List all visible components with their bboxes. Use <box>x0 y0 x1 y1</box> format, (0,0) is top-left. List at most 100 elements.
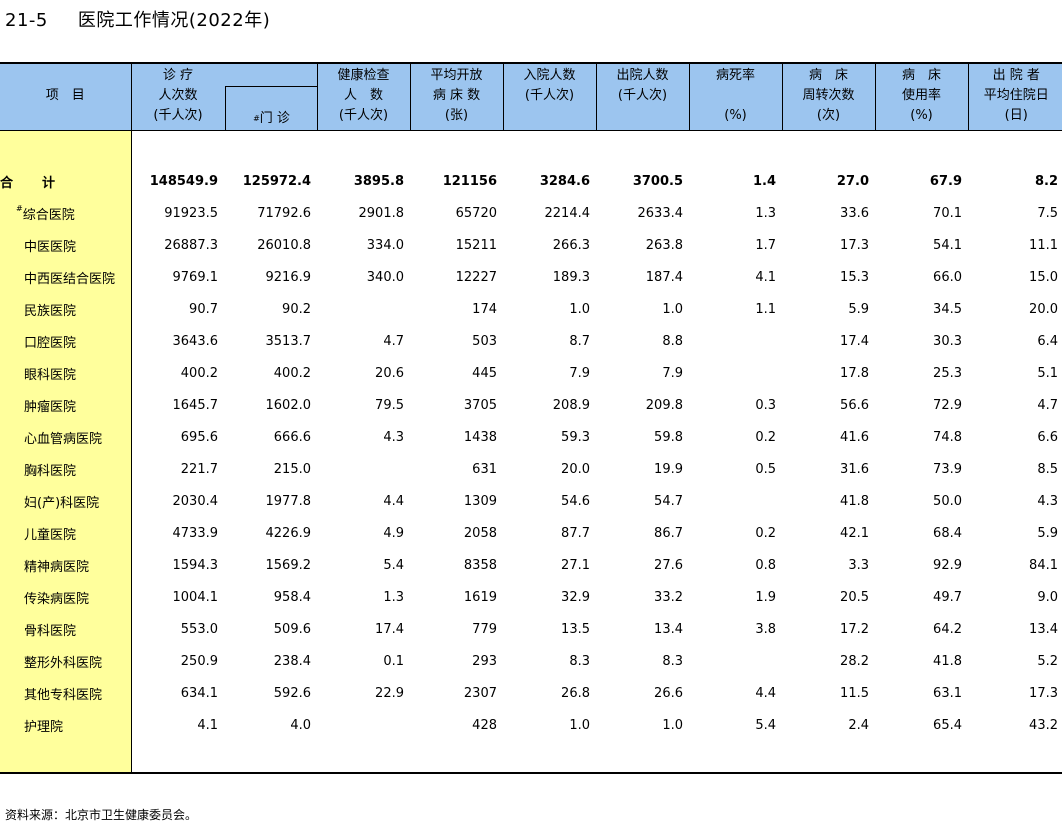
cell-mortality <box>689 325 782 357</box>
cell-usage: 70.1 <box>933 205 962 221</box>
cell-visits: 91923.5 <box>164 205 218 221</box>
cell-turnover: 28.2 <box>840 653 869 669</box>
cell-mortality: 4.4 <box>755 685 776 701</box>
header-stay-l1: 出 院 者 <box>992 68 1040 83</box>
cell-stay: 4.3 <box>1037 493 1058 509</box>
cell-discharge: 2633.4 <box>637 205 684 221</box>
row-label-text: 其他专科医院 <box>24 687 103 703</box>
cell-beds: 428 <box>472 717 497 733</box>
table-row: #综合医院 91923.5 71792.6 2901.8 65720 2214.4 2633… <box>0 197 1062 229</box>
cell-beds: 3705 <box>463 397 497 413</box>
cell-turnover: 31.6 <box>840 461 869 477</box>
total-row: 合 计 148549.9 125972.4 3895.8 121156 3284.6 370… <box>0 165 1062 197</box>
row-label: #综合医院 <box>0 197 132 229</box>
cell-checkup: 17.4 <box>375 621 404 637</box>
cell-checkup: 0.1 <box>383 653 404 669</box>
table-row: 中西医结合医院 9769.1 9216.9 340.0 12227 189.3 187.4 4… <box>0 261 1062 293</box>
cell-checkup: 4.3 <box>383 429 404 445</box>
cell-stay: 5.9 <box>1037 525 1058 541</box>
header-usage-l1: 病 床 <box>901 68 941 83</box>
row-label: 精神病医院 <box>0 549 132 581</box>
cell-visits: 26887.3 <box>164 237 218 253</box>
cell-mortality: 4.1 <box>755 269 776 285</box>
header-usage: 病 床 使用率 (%) <box>874 62 968 131</box>
cell-usage: 63.1 <box>933 685 962 701</box>
cell-discharge: 86.7 <box>654 525 683 541</box>
cell-turnover: 15.3 <box>840 269 869 285</box>
cell-checkup: 20.6 <box>375 365 404 381</box>
header-outpatient: #门 诊 <box>224 86 318 130</box>
header-beds-l3: (张) <box>444 108 469 123</box>
cell-turnover: 42.1 <box>840 525 869 541</box>
cell-checkup: 334.0 <box>366 237 404 253</box>
cell-admit: 1.0 <box>569 717 590 733</box>
spacer-row <box>0 130 1062 165</box>
header-checkup-l3: (千人次) <box>338 108 389 123</box>
cell-stay: 11.1 <box>1029 237 1058 253</box>
cell-mortality: 0.5 <box>755 461 776 477</box>
header-turnover: 病 床 周转次数 (次) <box>781 62 875 131</box>
header-visits-l1: 诊 疗 <box>162 68 194 83</box>
table-body: 合 计 148549.9 125972.4 3895.8 121156 3284.6 370… <box>0 165 1062 741</box>
cell-mortality: 0.2 <box>755 429 776 445</box>
cell-usage: 66.0 <box>933 269 962 285</box>
cell-admit: 87.7 <box>561 525 590 541</box>
cell-admit: 13.5 <box>561 621 590 637</box>
row-label-text: 儿童医院 <box>24 527 77 543</box>
cell-usage: 74.8 <box>933 429 962 445</box>
cell-stay: 8.5 <box>1037 461 1058 477</box>
row-label-text: 民族医院 <box>24 303 77 319</box>
cell-turnover: 33.6 <box>840 205 869 221</box>
cell-mortality: 3.8 <box>755 621 776 637</box>
header-checkup-l1: 健康检查 <box>337 68 390 83</box>
cell-checkup: 340.0 <box>366 269 404 285</box>
table-row: 护理院 4.1 4.0 428 1.0 1.0 5.4 2.4 65.4 43.2 <box>0 709 1062 741</box>
cell-stay: 15.0 <box>1029 269 1058 285</box>
cell-beds: 12227 <box>455 269 497 285</box>
cell-outpatient: 71792.6 <box>257 205 311 221</box>
cell-turnover: 5.9 <box>848 301 869 317</box>
row-label: 中医医院 <box>0 229 132 261</box>
cell-outpatient: 215.0 <box>273 461 311 477</box>
cell-stay: 5.2 <box>1037 653 1058 669</box>
cell-turnover: 17.8 <box>840 365 869 381</box>
cell-beds: 1619 <box>463 589 497 605</box>
table-row: 骨科医院 553.0 509.6 17.4 779 13.5 13.4 3.8 17.2 64.2… <box>0 613 1062 645</box>
cell-checkup: 22.9 <box>375 685 404 701</box>
cell-usage: 72.9 <box>933 397 962 413</box>
cell-mortality: 0.2 <box>755 525 776 541</box>
cell-checkup: 1.3 <box>383 589 404 605</box>
cell-admit: 26.8 <box>561 685 590 701</box>
cell-mortality <box>689 645 782 677</box>
row-label: 眼科医院 <box>0 357 132 389</box>
cell-outpatient: 1602.0 <box>265 397 312 413</box>
cell-beds: 293 <box>472 653 497 669</box>
cell-beds: 2307 <box>463 685 497 701</box>
cell-turnover: 17.4 <box>840 333 869 349</box>
cell-checkup <box>317 453 410 485</box>
table-number: 21-5 <box>5 10 48 31</box>
table-row: 传染病医院 1004.1 958.4 1.3 1619 32.9 33.2 1.9 20.5 49… <box>0 581 1062 613</box>
table-row: 民族医院 90.7 90.2 174 1.0 1.0 1.1 5.9 34.5 20.0 <box>0 293 1062 325</box>
cell-checkup: 4.9 <box>383 525 404 541</box>
cell-outpatient: 4226.9 <box>265 525 312 541</box>
header-usage-l3: (%) <box>910 108 933 123</box>
cell-stay: 5.1 <box>1037 365 1058 381</box>
row-label-marker: # <box>16 203 23 213</box>
cell-outpatient: 1977.8 <box>265 493 312 509</box>
cell-discharge: 263.8 <box>645 237 683 253</box>
cell-checkup <box>317 709 410 741</box>
cell-outpatient: 1569.2 <box>265 557 312 573</box>
table-row: 胸科医院 221.7 215.0 631 20.0 19.9 0.5 31.6 73.9 8.5 <box>0 453 1062 485</box>
cell-turnover: 17.3 <box>840 237 869 253</box>
cell-mortality: 1.7 <box>755 237 776 253</box>
cell-admit: 20.0 <box>561 461 590 477</box>
header-outpatient-label: 门 诊 <box>259 111 290 126</box>
cell-discharge: 33.2 <box>654 589 683 605</box>
cell-admit: 27.1 <box>561 557 590 573</box>
header-mortality: 病死率 (%) <box>688 62 782 131</box>
cell-discharge: 1.0 <box>662 301 683 317</box>
header-stay: 出 院 者 平均住院日 (日) <box>967 62 1062 131</box>
source-note: 资料来源：北京市卫生健康委员会。 <box>5 808 198 822</box>
cell-admit: 3284.6 <box>539 173 590 189</box>
